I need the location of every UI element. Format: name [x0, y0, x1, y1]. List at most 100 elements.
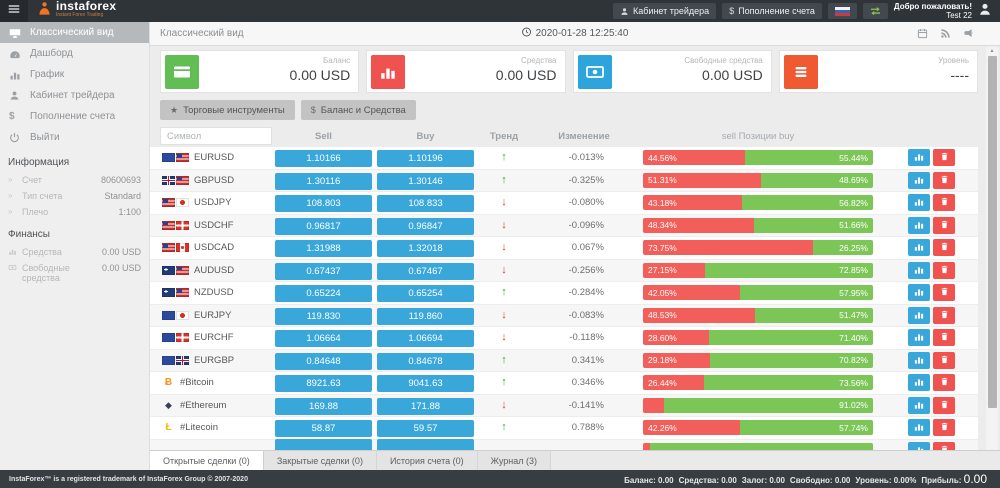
open-chart-button[interactable] — [908, 396, 930, 414]
exchange-arrows-icon — [870, 6, 881, 17]
sidebar-item-deposit[interactable]: $ Пополнение счета — [0, 106, 149, 127]
buy-price-button[interactable]: 0.96847 — [377, 217, 474, 235]
remove-instrument-button[interactable] — [933, 306, 955, 324]
sell-price-button[interactable]: 0.84648 — [275, 352, 372, 370]
remove-instrument-button[interactable] — [933, 329, 955, 347]
rss-icon[interactable] — [940, 28, 951, 39]
open-chart-button[interactable] — [908, 149, 930, 167]
sidebar-item-logout[interactable]: Выйти — [0, 127, 149, 148]
open-chart-button[interactable] — [908, 171, 930, 189]
remove-instrument-button[interactable] — [933, 419, 955, 437]
column-header-positions: sell Позиции buy — [721, 130, 795, 142]
buy-price-button[interactable]: 59.57 — [377, 420, 474, 438]
open-chart-button[interactable] — [908, 284, 930, 302]
buy-price-button[interactable]: 0.65254 — [377, 285, 474, 303]
buy-price-button[interactable]: 1.10196 — [377, 150, 474, 168]
remove-instrument-button[interactable] — [933, 194, 955, 212]
eth-icon: ◆ — [165, 400, 172, 411]
sell-price-button[interactable]: 119.830 — [275, 307, 372, 325]
sell-price-button[interactable]: 0.65224 — [275, 285, 372, 303]
balance-and-funds-button[interactable]: $ Баланс и Средства — [300, 100, 416, 120]
tab-closed-trades[interactable]: Закрытые сделки (0) — [263, 451, 377, 470]
remove-instrument-button[interactable] — [933, 351, 955, 369]
open-chart-button[interactable] — [908, 194, 930, 212]
remove-instrument-button[interactable] — [933, 239, 955, 257]
tab-account-history[interactable]: История счета (0) — [376, 451, 478, 470]
megaphone-icon[interactable] — [963, 28, 974, 39]
buy-positions-segment — [649, 442, 873, 450]
sell-price-button[interactable]: 1.31988 — [275, 240, 372, 258]
trading-instruments-button[interactable]: ★ Торговые инструменты — [160, 100, 295, 120]
sell-price-button[interactable] — [275, 439, 372, 450]
trend-up-icon: ↑ — [501, 151, 507, 164]
remove-instrument-button[interactable] — [933, 441, 955, 450]
buy-price-button[interactable]: 119.860 — [377, 307, 474, 325]
tab-journal[interactable]: Журнал (3) — [477, 451, 552, 470]
remove-instrument-button[interactable] — [933, 216, 955, 234]
remove-instrument-button[interactable] — [933, 374, 955, 392]
scrollbar-thumb[interactable] — [987, 56, 997, 408]
open-chart-button[interactable] — [908, 261, 930, 279]
buy-price-button[interactable]: 171.88 — [377, 397, 474, 415]
trader-cabinet-button[interactable]: Кабинет трейдера — [613, 3, 717, 19]
symbol-search-input[interactable] — [160, 127, 272, 145]
sell-price-button[interactable]: 1.06664 — [275, 330, 372, 348]
sell-price-button[interactable]: 169.88 — [275, 397, 372, 415]
sidebar-item-classic-view[interactable]: Классический вид — [0, 22, 149, 43]
sell-price-button[interactable]: 1.10166 — [275, 150, 372, 168]
buy-price-button[interactable]: 0.84678 — [377, 352, 474, 370]
instaforex-logo[interactable]: instaforex Instant Forex Trading — [28, 0, 125, 21]
open-chart-button[interactable] — [908, 351, 930, 369]
sell-price-button[interactable]: 0.96817 — [275, 217, 372, 235]
symbol-cell: EURGBP — [150, 355, 275, 366]
sidebar-item-dashboard[interactable]: Дашборд — [0, 43, 149, 64]
chart-icon — [913, 240, 925, 255]
open-chart-button[interactable] — [908, 419, 930, 437]
remove-instrument-button[interactable] — [933, 396, 955, 414]
open-chart-button[interactable] — [908, 216, 930, 234]
transfer-button[interactable] — [862, 3, 888, 19]
sell-price-button[interactable]: 1.30116 — [275, 172, 372, 190]
sell-price-button[interactable]: 8921.63 — [275, 375, 372, 393]
vertical-scrollbar[interactable]: ▲ — [986, 47, 998, 450]
sell-price-button[interactable]: 58.87 — [275, 420, 372, 438]
buy-price-button[interactable]: 0.67467 — [377, 262, 474, 280]
buy-price-button[interactable]: 1.32018 — [377, 240, 474, 258]
remove-instrument-button[interactable] — [933, 261, 955, 279]
sidebar-item-chart[interactable]: График — [0, 64, 149, 85]
menu-toggle-button[interactable] — [0, 0, 28, 22]
open-chart-button[interactable] — [908, 329, 930, 347]
sell-price-button[interactable]: 0.67437 — [275, 262, 372, 280]
sidebar-item-trader-cabinet[interactable]: Кабинет трейдера — [0, 85, 149, 106]
buy-positions-segment: 57.95% — [739, 285, 873, 301]
scroll-up-arrow[interactable]: ▲ — [989, 48, 995, 54]
tab-open-trades[interactable]: Открытые сделки (0) — [150, 451, 264, 470]
avatar[interactable] — [978, 2, 992, 21]
trash-icon — [940, 240, 949, 255]
sell-price-button[interactable]: 108.803 — [275, 195, 372, 213]
chart-icon — [913, 308, 925, 323]
remove-instrument-button[interactable] — [933, 284, 955, 302]
open-chart-button[interactable] — [908, 239, 930, 257]
calendar-icon[interactable] — [917, 28, 928, 39]
remove-instrument-button[interactable] — [933, 171, 955, 189]
stat-card-equity: Средства 0.00 USD — [366, 50, 566, 93]
buy-price-button[interactable] — [377, 439, 474, 450]
currency-pair-flags-icon — [162, 220, 189, 230]
symbol-cell: USDJPY — [150, 197, 275, 208]
buy-price-button[interactable]: 108.833 — [377, 195, 474, 213]
buy-price-button[interactable]: 9041.63 — [377, 375, 474, 393]
chart-icon — [913, 173, 925, 188]
deposit-button[interactable]: $ Пополнение счета — [722, 3, 822, 19]
buy-price-button[interactable]: 1.06694 — [377, 330, 474, 348]
change-value: 0.346% — [571, 377, 604, 389]
buy-price-button[interactable]: 1.30146 — [377, 172, 474, 190]
flag-ch-icon — [176, 333, 189, 343]
bar-chart-icon — [9, 69, 22, 81]
open-chart-button[interactable] — [908, 441, 930, 450]
open-chart-button[interactable] — [908, 374, 930, 392]
remove-instrument-button[interactable] — [933, 149, 955, 167]
open-chart-button[interactable] — [908, 306, 930, 324]
symbol-cell: Ƀ #Bitcoin — [150, 377, 275, 388]
language-flag-button[interactable] — [827, 3, 857, 19]
